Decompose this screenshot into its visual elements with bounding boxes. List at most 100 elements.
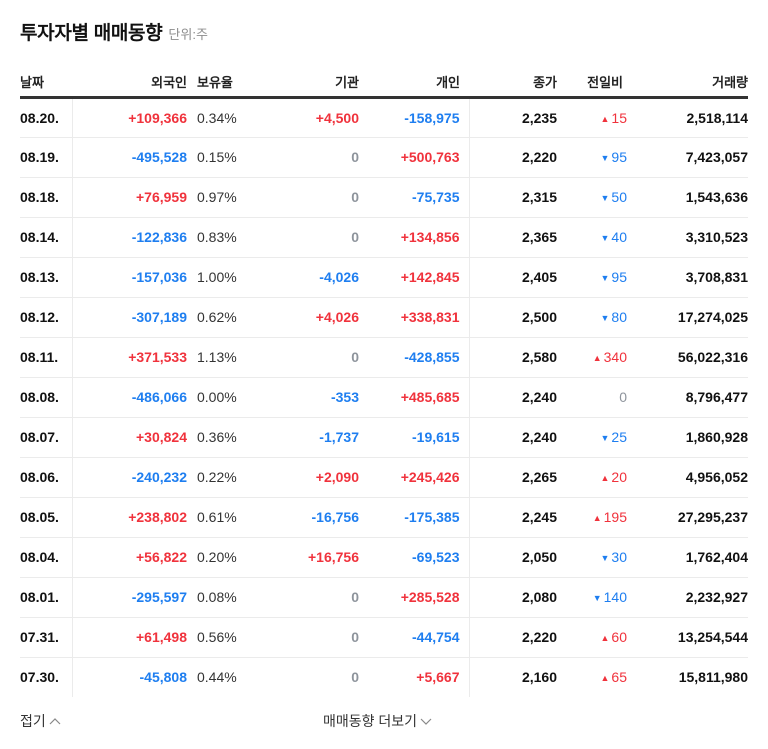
cell-date: 08.11.	[20, 337, 73, 378]
more-trading-button[interactable]: 매매동향 더보기	[323, 711, 433, 731]
cell-volume: 3,310,523	[627, 217, 748, 258]
cell-date: 08.08.	[20, 377, 73, 418]
change-value: 50	[611, 189, 627, 205]
col-header-institution: 기관	[273, 62, 359, 99]
change-value: 60	[611, 629, 627, 645]
cell-institution: +4,500	[273, 97, 359, 138]
table-row: 08.11. +371,533 1.13% 0 -428,855 2,580 ▲ 340 56,…	[20, 337, 748, 378]
more-trading-label: 매매동향 더보기	[323, 713, 418, 729]
cell-institution: 0	[273, 137, 359, 178]
cell-change: ▲ 195	[557, 497, 627, 538]
cell-volume: 17,274,025	[627, 297, 748, 338]
cell-close: 2,240	[469, 377, 557, 418]
triangle-up-icon: ▲	[600, 473, 610, 483]
cell-date: 08.07.	[20, 417, 73, 458]
triangle-down-icon: ▼	[592, 593, 602, 603]
change-value: 340	[603, 349, 627, 365]
cell-change: ▼ 140	[557, 577, 627, 618]
cell-foreign: -122,836	[72, 217, 187, 258]
cell-volume: 27,295,237	[627, 497, 748, 538]
cell-change: ▼ 95	[557, 257, 627, 298]
cell-holding: 1.13%	[187, 337, 273, 378]
cell-holding: 0.34%	[187, 97, 273, 138]
cell-change: ▼ 50	[557, 177, 627, 218]
cell-institution: 0	[273, 217, 359, 258]
cell-close: 2,235	[469, 97, 557, 138]
cell-individual: -44,754	[359, 617, 470, 658]
cell-individual: -428,855	[359, 337, 470, 378]
cell-individual: +285,528	[359, 577, 470, 618]
cell-date: 08.04.	[20, 537, 73, 578]
cell-holding: 0.44%	[197, 669, 237, 686]
panel-header: 투자자별 매매동향 단위:주	[20, 18, 208, 46]
cell-close: 2,365	[469, 217, 557, 258]
cell-individual: +5,667	[359, 657, 470, 697]
cell-volume: 2,232,927	[627, 577, 748, 618]
table-row: 08.18. +76,959 0.97% 0 -75,735 2,315 ▼ 50 1,543,…	[20, 177, 748, 218]
cell-close: 2,220	[469, 617, 557, 658]
cell-change: ▼ 25	[557, 417, 627, 458]
cell-individual: +338,831	[359, 297, 470, 338]
cell-foreign: +76,959	[72, 177, 187, 218]
triangle-up-icon: ▲	[592, 513, 602, 523]
table-row: 08.08. -486,066 0.00% -353 +485,685 2,240 0 8,7…	[20, 377, 748, 418]
table-body: 08.20. +109,366 0.34% +4,500 -158,975 2,235 ▲ 1…	[20, 97, 748, 697]
cell-close: 2,245	[469, 497, 557, 538]
panel-title: 투자자별 매매동향	[20, 23, 163, 44]
change-value: 25	[611, 429, 627, 445]
cell-change: ▲ 65	[557, 657, 628, 697]
cell-date: 08.14.	[20, 217, 73, 258]
change-value: 195	[603, 509, 627, 525]
triangle-down-icon: ▼	[600, 153, 610, 163]
col-header-volume: 거래량	[627, 62, 748, 99]
table-row: 08.01. -295,597 0.08% 0 +285,528 2,080 ▼ 140 2,2…	[20, 577, 748, 618]
triangle-up-icon: ▲	[600, 673, 610, 684]
unit-label: 단위:주	[168, 27, 208, 42]
cell-date: 07.31.	[20, 617, 73, 658]
triangle-up-icon: ▲	[600, 113, 610, 124]
cell-volume: 2,518,114	[627, 97, 748, 138]
cell-date: 08.20.	[20, 97, 73, 138]
cell-foreign: -307,189	[72, 297, 187, 338]
cell-volume: 15,811,980	[678, 669, 748, 686]
cell-individual: -69,523	[359, 537, 470, 578]
table-row: 07.31. +61,498 0.56% 0 -44,754 2,220 ▲ 60 13,254…	[20, 617, 748, 658]
col-header-change: 전일비	[557, 62, 627, 99]
table-row: 08.13. -157,036 1.00% -4,026 +142,845 2,405 ▼ 9…	[20, 257, 748, 298]
triangle-down-icon: ▼	[600, 273, 610, 283]
cell-individual: +245,426	[359, 457, 470, 498]
table-row: 08.12. -307,189 0.62% +4,026 +338,831 2,500 ▼ 8…	[20, 297, 748, 338]
cell-foreign: -157,036	[72, 257, 187, 298]
cell-institution: +4,026	[273, 297, 359, 338]
cell-institution: 0	[273, 177, 359, 218]
cell-volume: 4,956,052	[627, 457, 748, 498]
cell-date: 08.12.	[20, 297, 73, 338]
cell-foreign: -495,528	[72, 137, 187, 178]
cell-institution: 0	[351, 669, 359, 686]
investor-trading-table: 날짜 외국인 보유율 기관 개인 종가 전일비 거래량 08.20. +109,3…	[20, 62, 748, 697]
cell-volume: 1,860,928	[627, 417, 748, 458]
table-row: 08.20. +109,366 0.34% +4,500 -158,975 2,235 ▲ 1…	[20, 97, 748, 138]
cell-institution: 0	[273, 577, 359, 618]
fold-button[interactable]: 접기	[20, 711, 62, 731]
cell-holding: 0.36%	[187, 417, 273, 458]
cell-change: ▲ 20	[557, 457, 627, 498]
change-value: 140	[603, 589, 627, 605]
cell-holding: 1.00%	[187, 257, 273, 298]
cell-holding: 0.56%	[187, 617, 273, 658]
cell-volume: 1,543,636	[627, 177, 748, 218]
cell-close: 2,080	[469, 577, 557, 618]
cell-change: ▼ 30	[557, 537, 627, 578]
cell-close: 2,160	[521, 669, 557, 686]
cell-individual: -75,735	[359, 177, 470, 218]
change-value: 95	[611, 269, 627, 285]
triangle-down-icon: ▼	[600, 233, 610, 243]
cell-individual: +134,856	[359, 217, 470, 258]
triangle-down-icon: ▼	[600, 193, 610, 203]
cell-close: 2,240	[469, 417, 557, 458]
cell-holding: 0.08%	[187, 577, 273, 618]
cell-date: 07.30.	[20, 657, 73, 697]
cell-foreign: -45,808	[139, 669, 187, 686]
cell-foreign: +30,824	[72, 417, 187, 458]
cell-close: 2,405	[469, 257, 557, 298]
